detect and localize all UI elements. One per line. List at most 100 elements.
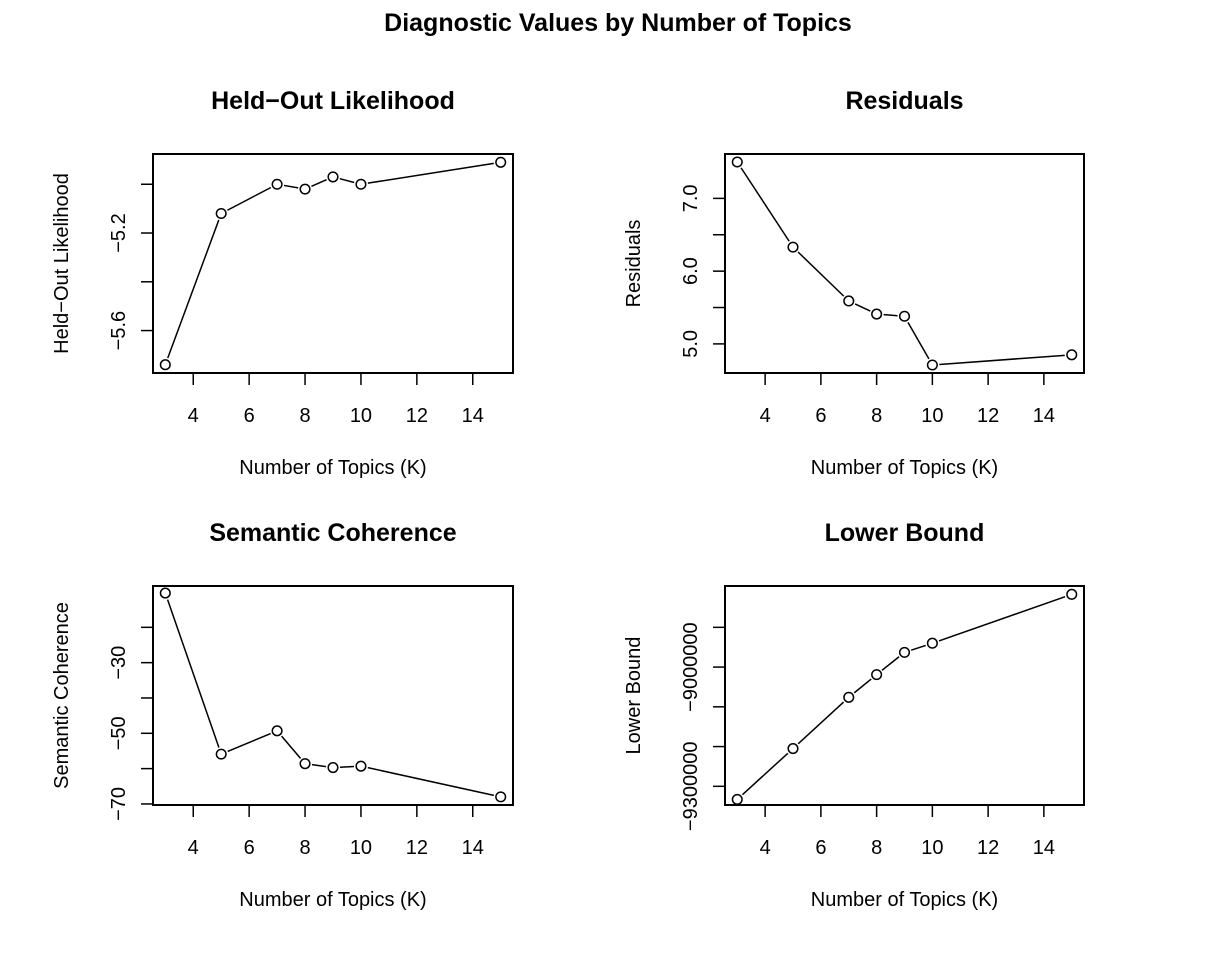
series-line-segment [939, 354, 1065, 366]
x-axis-label: Number of Topics (K) [239, 457, 426, 479]
data-point [355, 760, 367, 772]
series-line-segment [938, 595, 1066, 642]
data-point [898, 310, 911, 322]
data-point [731, 793, 743, 805]
panel-4: Lower Bound 4 6 8 10 12 14 −9300000 −9000000 Numb… [623, 519, 1085, 911]
data-point [159, 359, 171, 371]
x-tick-label: 12 [977, 405, 999, 427]
y-axis-label: Held−Out Likelihood [51, 173, 73, 354]
x-tick-label: 4 [760, 405, 771, 427]
y-tick-label: −9300000 [680, 742, 702, 832]
data-point [327, 762, 339, 774]
x-tick-label: 8 [299, 837, 310, 859]
data-point [1066, 588, 1078, 600]
x-tick-label: 6 [244, 405, 255, 427]
panels: Held−Out Likelihood 4 6 8 10 12 14 −5.6 −5.2 Numb… [51, 87, 1085, 911]
data-point [787, 241, 799, 253]
y-axis-label: Semantic Coherence [51, 602, 73, 789]
data-point [271, 725, 283, 737]
data-point [327, 171, 339, 183]
series-line-segment [740, 167, 790, 242]
x-axis: 4 6 8 10 12 14 [760, 805, 1055, 859]
data-point [1066, 349, 1078, 361]
y-axis: −5.6 −5.2 [108, 183, 153, 350]
x-axis-label: Number of Topics (K) [811, 889, 998, 911]
y-tick-label: −30 [108, 646, 130, 680]
x-tick-label: 10 [350, 405, 372, 427]
panel-title: Lower Bound [825, 519, 985, 547]
series-line-segment [367, 766, 495, 797]
series-line-segment [907, 321, 930, 360]
y-axis: −70 −50 −30 [108, 626, 153, 821]
data-point [215, 207, 227, 220]
y-axis: −9300000 −9000000 [680, 622, 725, 831]
x-tick-label: 14 [1033, 837, 1055, 859]
data-point [271, 178, 283, 190]
x-axis-label: Number of Topics (K) [811, 457, 998, 479]
x-tick-label: 12 [977, 837, 999, 859]
data-point [299, 183, 311, 195]
panel-2: Residuals 4 6 8 10 12 14 5.0 6.0 7.0 Number of Top… [623, 87, 1085, 479]
series-line-segment [311, 763, 327, 768]
series-line-segment [311, 179, 327, 188]
data-point [731, 156, 743, 168]
series-line-segment [339, 177, 355, 184]
y-tick-label: −5.2 [108, 213, 130, 252]
y-tick-label: 6.0 [680, 257, 702, 285]
series-line-segment [881, 656, 900, 671]
x-tick-label: 8 [299, 405, 310, 427]
x-tick-label: 8 [871, 837, 882, 859]
data-point [926, 359, 938, 371]
series-line-segment [227, 186, 272, 211]
data-point [926, 637, 938, 649]
panel-3: Semantic Coherence 4 6 8 10 12 14 −70 −50 −30 Numb… [51, 519, 514, 911]
x-tick-label: 14 [462, 405, 484, 427]
x-axis: 4 6 8 10 12 14 [760, 373, 1055, 427]
main-title: Diagnostic Values by Number of Topics [384, 9, 852, 37]
y-tick-label: −50 [108, 716, 130, 750]
plot-frame [152, 153, 514, 374]
x-axis-label: Number of Topics (K) [239, 889, 426, 911]
y-axis: 5.0 6.0 7.0 [680, 184, 725, 358]
panel-title: Held−Out Likelihood [211, 87, 455, 115]
x-tick-label: 14 [1033, 405, 1055, 427]
x-tick-label: 6 [815, 405, 826, 427]
y-axis-label: Lower Bound [623, 637, 645, 755]
data-point [159, 587, 171, 599]
x-tick-label: 10 [350, 837, 372, 859]
data-point [843, 691, 855, 703]
series-line-segment [167, 219, 220, 359]
series-line-segment [166, 599, 220, 748]
series-line-segment [797, 251, 845, 297]
y-tick-label: −5.6 [108, 311, 130, 350]
x-tick-label: 6 [244, 837, 255, 859]
data-point [299, 758, 311, 770]
series-line-segment [283, 184, 299, 189]
panel-title: Residuals [845, 87, 963, 115]
x-tick-label: 8 [871, 405, 882, 427]
y-tick-label: −70 [108, 787, 130, 821]
series-line-segment [854, 303, 871, 312]
x-tick-label: 4 [188, 837, 199, 859]
series-line-segment [367, 162, 494, 184]
series-line-segment [853, 678, 872, 694]
x-tick-label: 4 [188, 405, 199, 427]
data-point [787, 743, 799, 755]
y-tick-label: 7.0 [680, 184, 702, 212]
series-line-segment [741, 752, 789, 796]
x-axis: 4 6 8 10 12 14 [188, 805, 484, 859]
series-line-segment [339, 765, 354, 768]
x-tick-label: 10 [921, 405, 943, 427]
plot-frame [152, 585, 514, 806]
series-line-segment [797, 701, 845, 745]
data-point [898, 646, 911, 658]
y-tick-label: −9000000 [680, 622, 702, 712]
x-tick-label: 6 [815, 837, 826, 859]
data-point [215, 748, 227, 760]
plot-frame [724, 585, 1085, 806]
data-point [355, 178, 367, 190]
x-tick-label: 14 [462, 837, 484, 859]
series-line-segment [227, 732, 271, 753]
